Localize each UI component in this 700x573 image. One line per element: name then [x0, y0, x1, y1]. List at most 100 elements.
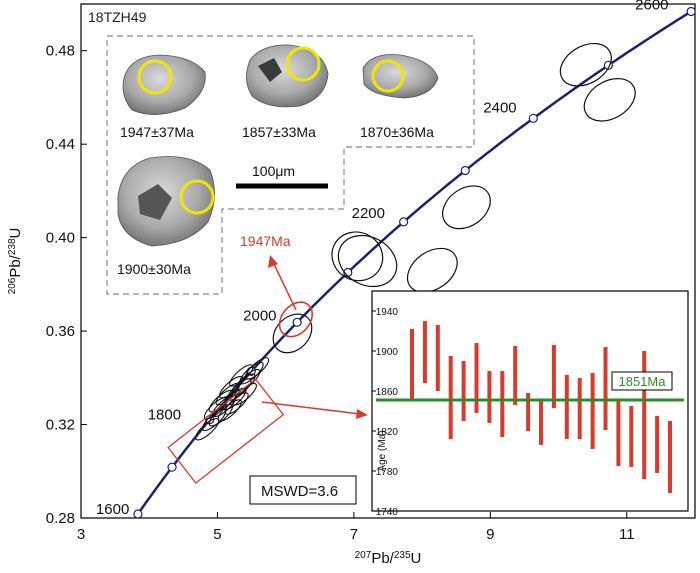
discordant-analysis-ellipse — [406, 247, 458, 293]
discordant-analysis-ellipse — [337, 234, 398, 288]
zircon-grain-4-dark-core — [138, 184, 172, 220]
highlight-arrow-head — [268, 255, 278, 268]
inset-mean-label: 1851Ma — [619, 374, 667, 389]
x-tick-label: 9 — [486, 526, 494, 543]
inset-age-error-bar — [539, 401, 543, 445]
zircon-grain-3: 1870±36Ma — [360, 54, 439, 140]
inset-age-error-bar — [461, 361, 466, 421]
inset-age-error-bar — [629, 406, 634, 467]
concordia-curve-group: 1600 1800 2000 2200 2400 2600 — [96, 0, 696, 519]
cluster-arrow-line — [261, 401, 361, 415]
x-tick-label: 3 — [77, 526, 85, 543]
concordia-age-marker — [133, 509, 143, 519]
inset-age-error-bar — [435, 325, 440, 391]
inset-age-error-bar — [526, 393, 531, 431]
zircon-grain-3-spot — [371, 59, 405, 93]
highlight-age-label: 1947Ma — [240, 233, 291, 249]
inset-age-error-bar — [642, 351, 647, 479]
highlight-arrow-line — [272, 261, 297, 311]
x-axis-title-part-0: 207 — [355, 550, 372, 561]
inset-age-error-bar — [577, 378, 582, 439]
concordia-age-label: 2200 — [352, 205, 385, 222]
inset-y-axis-title: Age (Ma) — [377, 430, 388, 471]
inset-y-tick-label: 1780 — [376, 467, 399, 478]
discordant-analysis-ellipse — [559, 42, 612, 87]
inset-y-tick-label: 1860 — [376, 387, 399, 398]
highlight-analysis-ellipse — [278, 301, 314, 338]
zircon-grain-4: 1900±30Ma — [117, 156, 215, 277]
concordia-age-label: 1800 — [148, 407, 181, 424]
inset-age-error-bar — [487, 371, 492, 423]
zircon-cl-panel: 1947±37Ma 1857±33Ma 1870±36Ma 1900±30Ma … — [106, 35, 475, 295]
y-tick-label: 0.28 — [46, 510, 75, 527]
concordia-age-marker — [460, 165, 470, 176]
zircon-grain-2-image — [246, 44, 329, 108]
x-tick-label: 7 — [350, 526, 358, 543]
inset-age-error-bar — [668, 421, 672, 493]
cluster-box — [167, 378, 285, 484]
inset-age-error-bar — [500, 371, 505, 437]
y-axis-title-part-3: U — [7, 228, 24, 239]
concordia-age-marker — [686, 6, 696, 17]
zircon-grain-2: 1857±33Ma — [242, 44, 329, 140]
scale-bar-label: 100μm — [252, 163, 295, 179]
main-axes: 3 5 7 9 110.280.320.360.400.440.48207Pb/235U… — [7, 43, 635, 567]
x-tick-label: 11 — [619, 526, 635, 543]
concordia-age-label: 2400 — [483, 99, 516, 116]
zircon-grain-4-spot — [179, 179, 215, 215]
concordia-age-label: 2600 — [635, 0, 668, 13]
x-axis-title-part-3: U — [411, 550, 422, 567]
sample-title: 18TZH49 — [88, 9, 147, 25]
inset-mean-label-box — [611, 371, 673, 391]
inset-y-tick-label: 1900 — [376, 347, 399, 358]
y-tick-label: 0.40 — [46, 230, 75, 247]
inset-y-tick-label: 1820 — [376, 427, 399, 438]
zircon-grain-1-image — [122, 54, 206, 115]
zircon-panel-border — [106, 35, 475, 295]
inset-age-error-bar — [603, 347, 608, 430]
x-tick-label: 5 — [213, 526, 221, 543]
inset-y-tick-label: 1940 — [376, 307, 399, 318]
concordant-analysis-ellipse — [229, 364, 254, 387]
zircon-grain-4-age: 1900±30Ma — [117, 261, 191, 277]
inset-age-error-bar — [616, 400, 621, 466]
mswd-label: MSWD=3.6 — [261, 483, 338, 500]
x-axis-title-part-2: 235 — [394, 550, 411, 561]
mswd-box — [249, 475, 357, 505]
y-axis-title-part-0: 206 — [7, 277, 18, 294]
y-tick-label: 0.44 — [46, 136, 75, 153]
discordant-analysis-ellipse — [583, 78, 636, 122]
x-axis-title: 207Pb/235U — [355, 550, 422, 568]
zircon-grain-2-dark-core — [258, 58, 282, 82]
zircon-grain-2-age: 1857±33Ma — [242, 124, 316, 140]
inset-age-error-bar — [551, 345, 556, 408]
y-axis-title: 206Pb/238U — [7, 228, 25, 295]
zircon-grain-3-age: 1870±36Ma — [360, 124, 434, 140]
concordant-analysis-ellipse — [224, 392, 249, 415]
discordant-analysis-ellipse — [331, 231, 384, 282]
inset-age-error-bar — [422, 321, 427, 383]
y-tick-label: 0.36 — [46, 323, 75, 340]
concordia-age-marker — [292, 317, 302, 327]
concordia-age-marker — [528, 113, 538, 123]
data-ellipses — [195, 42, 636, 441]
inset-age-error-bar — [564, 375, 569, 439]
inset-age-error-bar — [410, 329, 414, 399]
inset-age-plot: 1740 1780 1820 1860 1900 1940 Age (Ma) 1851Ma — [372, 307, 684, 518]
inset-age-error-bar — [474, 343, 479, 413]
concordia-age-label: 1600 — [96, 501, 129, 518]
y-axis-title-part-1: Pb/ — [7, 254, 24, 277]
inset-age-error-bar — [448, 356, 453, 439]
inset-age-error-bar — [655, 416, 660, 473]
discordant-analysis-ellipse — [442, 185, 491, 230]
concordant-analysis-ellipse — [218, 375, 244, 399]
concordant-analysis-ellipse — [208, 389, 234, 413]
y-tick-label: 0.32 — [46, 417, 75, 434]
zircon-grain-2-spot — [285, 46, 321, 82]
zircon-grain-3-image — [362, 54, 439, 99]
cluster-arrow-head — [356, 409, 368, 419]
concordia-age-marker — [399, 217, 409, 227]
concordia-age-marker — [167, 462, 177, 472]
zircon-grain-1-spot — [137, 59, 173, 95]
